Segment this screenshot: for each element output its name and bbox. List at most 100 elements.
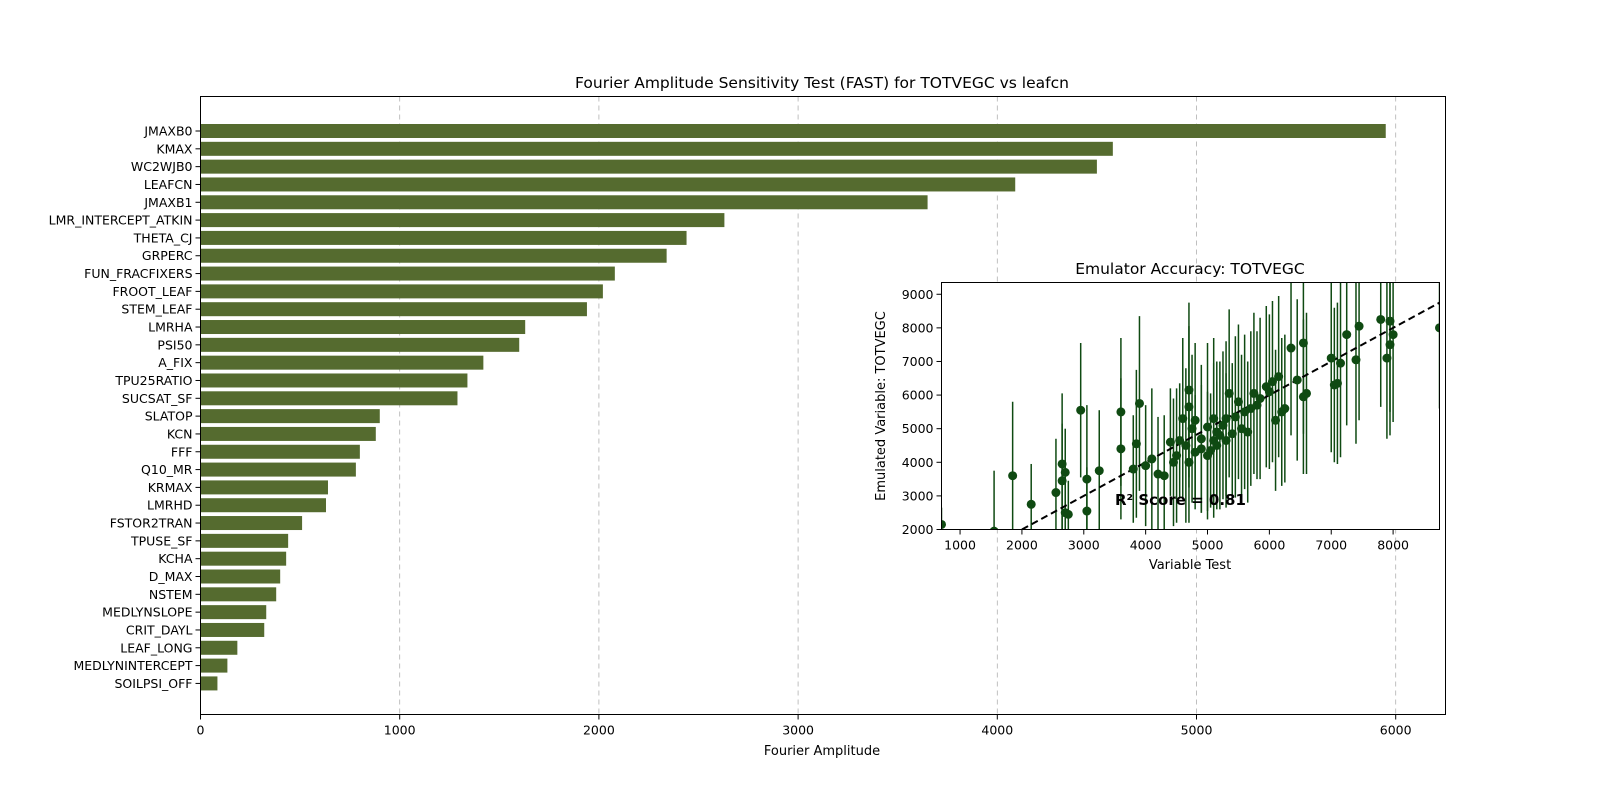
scatter-point xyxy=(1187,424,1197,434)
y-tick-label: MEDLYNSLOPE xyxy=(102,605,192,620)
scatter-point xyxy=(1026,499,1036,509)
scatter-point xyxy=(1224,388,1234,398)
scatter-point xyxy=(1165,437,1175,447)
scatter-point xyxy=(1376,314,1386,324)
scatter-point xyxy=(1221,435,1231,445)
y-tick-label: LMR_INTERCEPT_ATKIN xyxy=(49,213,193,228)
bar-kcn xyxy=(200,426,376,441)
y-tick-label: KCHA xyxy=(158,551,193,566)
inset-x-tick-label: 5000 xyxy=(1192,538,1224,553)
y-tick-label: THETA_CJ xyxy=(133,230,193,245)
y-tick-label: TPU25RATIO xyxy=(114,373,192,388)
scatter-point xyxy=(1181,440,1191,450)
main-x-axis-ticks: 0 1000 2000 3000 4000 5000 6000 xyxy=(197,714,1412,738)
fast-bar-chart: 0 1000 2000 3000 4000 5000 6000 JMAXB0 KMAX WC2W… xyxy=(49,74,1446,759)
scatter-point xyxy=(1249,388,1259,398)
inset-chart-title: Emulator Accuracy: TOTVEGC xyxy=(1075,260,1305,278)
inset-identity-line xyxy=(1021,301,1439,529)
inset-plot-frame xyxy=(941,282,1440,530)
scatter-point xyxy=(1298,338,1308,348)
y-tick-label: SOILPSI_OFF xyxy=(114,676,192,691)
x-tick-label: 1000 xyxy=(384,723,416,738)
inset-x-tick-label: 3000 xyxy=(1068,538,1100,553)
y-tick-label: TPUSE_SF xyxy=(130,533,193,548)
inset-y-tick-label: 9000 xyxy=(902,287,934,302)
scatter-point xyxy=(1159,471,1169,481)
scatter-point xyxy=(1221,414,1231,424)
bar-froot_leaf xyxy=(200,284,603,299)
main-chart-title: Fourier Amplitude Sensitivity Test (FAST… xyxy=(575,74,1069,92)
bar-psi50 xyxy=(200,337,520,352)
scatter-point xyxy=(1215,430,1225,440)
bar-leaf_long xyxy=(200,640,238,655)
y-tick-label: NSTEM xyxy=(149,587,193,602)
scatter-point xyxy=(1212,440,1222,450)
scatter-point xyxy=(1131,439,1141,449)
scatter-point xyxy=(1082,506,1092,516)
bar-krmax xyxy=(200,480,328,495)
y-tick-label: A_FIX xyxy=(158,355,193,370)
x-tick-label: 6000 xyxy=(1380,723,1412,738)
scatter-point xyxy=(1227,429,1237,439)
scatter-point xyxy=(1342,330,1352,340)
bar-stem_leaf xyxy=(200,302,587,317)
y-tick-label: CRIT_DAYL xyxy=(126,622,193,637)
inset-points xyxy=(941,314,1439,529)
scatter-point xyxy=(1218,420,1228,430)
inset-x-axis-label: Variable Test xyxy=(1149,558,1231,573)
bar-jmaxb1 xyxy=(200,195,928,210)
scatter-point xyxy=(1128,464,1138,474)
r2-score-annotation: R² Score = 0.81 xyxy=(1115,491,1246,509)
bar-nstem xyxy=(200,587,277,602)
scatter-point xyxy=(1116,407,1126,417)
y-tick-label: KCN xyxy=(167,426,193,441)
x-tick-label: 4000 xyxy=(981,723,1013,738)
scatter-point xyxy=(1267,377,1277,387)
x-tick-label: 0 xyxy=(197,723,205,738)
scatter-point xyxy=(1388,330,1398,340)
scatter-point xyxy=(1060,467,1070,477)
inset-y-tick-label: 8000 xyxy=(902,320,934,335)
y-tick-label: LMRHA xyxy=(148,320,193,335)
inset-plot-area xyxy=(941,282,1439,529)
main-x-axis-label: Fourier Amplitude xyxy=(764,744,880,759)
bar-crit_dayl xyxy=(200,622,265,637)
x-tick-label: 2000 xyxy=(583,723,615,738)
scatter-point xyxy=(1116,444,1126,454)
bar-kcha xyxy=(200,551,287,566)
bar-fff xyxy=(200,444,360,459)
y-tick-label: LEAF_LONG xyxy=(120,640,192,655)
emulator-accuracy-inset: 1000 2000 3000 4000 5000 6000 7000 8000 2000 300… xyxy=(874,260,1440,573)
bar-lmrhd xyxy=(200,498,326,513)
scatter-point xyxy=(1336,358,1346,368)
inset-y-tick-label: 2000 xyxy=(902,522,934,537)
scatter-point xyxy=(1057,459,1067,469)
bar-soilpsi_off xyxy=(200,676,218,691)
y-tick-label: JMAXB1 xyxy=(143,195,192,210)
y-tick-label: JMAXB0 xyxy=(143,124,192,139)
scatter-point xyxy=(1051,488,1061,498)
y-tick-label: D_MAX xyxy=(149,569,193,584)
bar-lmrha xyxy=(200,320,526,335)
inset-x-tick-label: 6000 xyxy=(1253,538,1285,553)
y-tick-label: FFF xyxy=(171,444,193,459)
scatter-point xyxy=(1141,461,1151,471)
scatter-point xyxy=(1190,415,1200,425)
scatter-point xyxy=(1252,400,1262,410)
inset-y-tick-label: 5000 xyxy=(902,421,934,436)
scatter-point xyxy=(1147,454,1157,464)
y-tick-label: Q10_MR xyxy=(141,462,193,477)
inset-x-tick-label: 2000 xyxy=(1006,538,1038,553)
y-tick-label: FUN_FRACFIXERS xyxy=(84,266,192,281)
bar-theta_cj xyxy=(200,230,687,245)
scatter-point xyxy=(1332,378,1342,388)
scatter-point xyxy=(1196,434,1206,444)
inset-x-axis-ticks: 1000 2000 3000 4000 5000 6000 7000 8000 xyxy=(944,529,1409,553)
y-tick-label: SLATOP xyxy=(145,409,193,424)
scatter-point xyxy=(1094,466,1104,476)
scatter-point xyxy=(1326,353,1336,363)
bar-leafcn xyxy=(200,177,1016,192)
inset-y-axis-label: Emulated Variable: TOTVEGC xyxy=(874,311,889,501)
scatter-point xyxy=(1209,414,1219,424)
